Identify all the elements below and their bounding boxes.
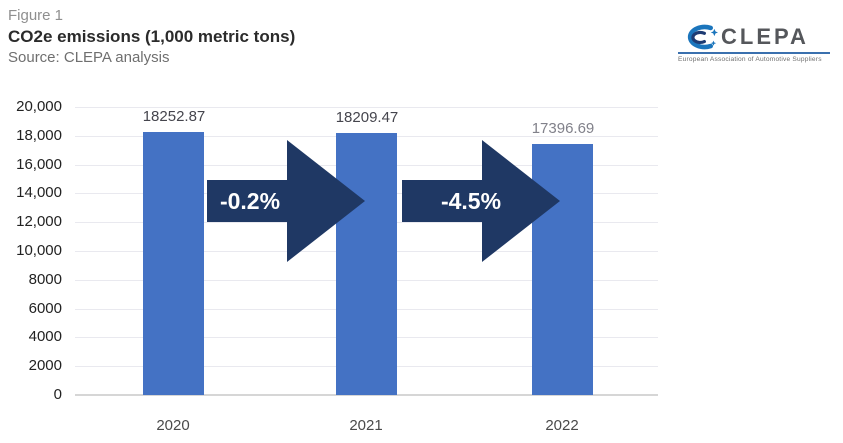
bar-2021 xyxy=(336,133,397,395)
clepa-logo: CLEPA European Association of Automotive… xyxy=(678,23,830,63)
y-tick-label: 18,000 xyxy=(16,127,62,144)
x-axis-line xyxy=(75,394,658,396)
logo-divider xyxy=(678,52,830,54)
figure-label: Figure 1 xyxy=(8,7,64,24)
y-tick-label: 0 xyxy=(53,386,62,403)
bar-value-label: 17396.69 xyxy=(531,120,595,137)
y-tick-label: 10,000 xyxy=(16,242,62,259)
logo-row: CLEPA xyxy=(678,23,830,51)
y-tick-label: 12,000 xyxy=(16,213,62,230)
figure-source: Source: CLEPA analysis xyxy=(8,49,170,66)
y-tick-label: 4000 xyxy=(28,328,62,345)
clepa-swoosh-icon xyxy=(687,24,718,50)
right-arrow-icon xyxy=(402,140,560,262)
gridline xyxy=(75,107,658,108)
y-tick-label: 20,000 xyxy=(16,98,62,115)
change-percent-label: -0.2% xyxy=(219,188,281,214)
y-tick-label: 16,000 xyxy=(16,156,62,173)
y-tick-label: 6000 xyxy=(28,300,62,317)
right-arrow-icon xyxy=(207,140,365,262)
y-tick-label: 8000 xyxy=(28,271,62,288)
clepa-wordmark: CLEPA xyxy=(721,24,809,49)
bar-2022 xyxy=(532,144,593,395)
change-percent-label: -4.5% xyxy=(440,188,502,214)
y-tick-label: 14,000 xyxy=(16,184,62,201)
x-tick-label: 2021 xyxy=(349,417,383,434)
figure-title: CO2e emissions (1,000 metric tons) xyxy=(8,27,296,46)
change-arrow-2020-2021: -0.2% xyxy=(207,140,365,262)
x-tick-label: 2022 xyxy=(545,417,579,434)
bar-value-label: 18209.47 xyxy=(335,109,399,126)
change-arrow-2021-2022: -4.5% xyxy=(402,140,560,262)
figure-header: Figure 1 CO2e emissions (1,000 metric to… xyxy=(8,6,295,68)
bar-2020 xyxy=(143,132,204,395)
bar-value-label: 18252.87 xyxy=(142,108,206,125)
y-tick-label: 2000 xyxy=(28,357,62,374)
logo-tagline: European Association of Automotive Suppl… xyxy=(678,56,822,63)
x-tick-label: 2020 xyxy=(156,417,190,434)
